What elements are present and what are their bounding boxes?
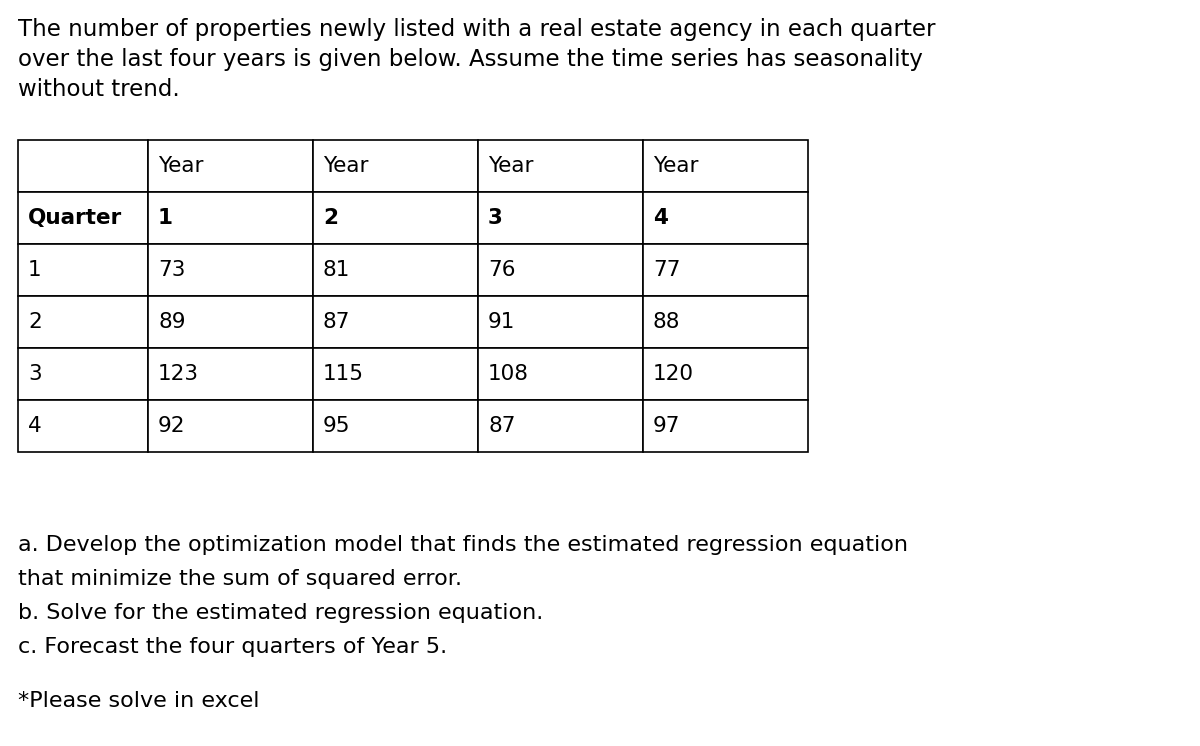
Text: *Please solve in excel: *Please solve in excel [18, 691, 259, 711]
Bar [148, 400, 313, 452]
Bar [148, 348, 313, 400]
Text: Year: Year [653, 156, 698, 176]
Bar [643, 296, 808, 348]
Text: 91: 91 [488, 312, 515, 332]
Bar [643, 348, 808, 400]
Text: Year: Year [158, 156, 204, 176]
Text: 88: 88 [653, 312, 680, 332]
Bar [313, 400, 478, 452]
Text: 81: 81 [323, 260, 350, 280]
Text: over the last four years is given below. Assume the time series has seasonality: over the last four years is given below.… [18, 48, 923, 71]
Bar [18, 244, 148, 296]
Bar [148, 244, 313, 296]
Text: a. Develop the optimization model that finds the estimated regression equation: a. Develop the optimization model that f… [18, 535, 908, 555]
Bar [148, 296, 313, 348]
Text: that minimize the sum of squared error.: that minimize the sum of squared error. [18, 569, 462, 589]
Bar [478, 140, 643, 192]
Bar [18, 400, 148, 452]
Text: Year: Year [488, 156, 534, 176]
Text: Year: Year [323, 156, 368, 176]
Text: 89: 89 [158, 312, 186, 332]
Text: b. Solve for the estimated regression equation.: b. Solve for the estimated regression eq… [18, 603, 544, 623]
Bar [313, 140, 478, 192]
Text: Quarter: Quarter [28, 208, 122, 228]
Text: 73: 73 [158, 260, 185, 280]
Bar [643, 140, 808, 192]
Text: 2: 2 [28, 312, 42, 332]
Text: 123: 123 [158, 364, 199, 384]
Text: 97: 97 [653, 416, 680, 436]
Bar [643, 192, 808, 244]
Text: 76: 76 [488, 260, 516, 280]
Bar [643, 400, 808, 452]
Bar [478, 348, 643, 400]
Text: 115: 115 [323, 364, 364, 384]
Text: without trend.: without trend. [18, 78, 180, 101]
Bar [18, 192, 148, 244]
Bar [478, 192, 643, 244]
Bar [478, 296, 643, 348]
Bar [643, 244, 808, 296]
Bar [478, 244, 643, 296]
Bar [313, 296, 478, 348]
Text: 4: 4 [28, 416, 42, 436]
Text: 3: 3 [488, 208, 503, 228]
Bar [148, 192, 313, 244]
Bar [313, 348, 478, 400]
Bar [313, 192, 478, 244]
Bar [148, 140, 313, 192]
Text: c. Forecast the four quarters of Year 5.: c. Forecast the four quarters of Year 5. [18, 637, 448, 657]
Text: 1: 1 [28, 260, 42, 280]
Bar [18, 140, 148, 192]
Text: 95: 95 [323, 416, 350, 436]
Text: 3: 3 [28, 364, 42, 384]
Text: 92: 92 [158, 416, 186, 436]
Text: 4: 4 [653, 208, 668, 228]
Text: 77: 77 [653, 260, 680, 280]
Bar [18, 296, 148, 348]
Text: 1: 1 [158, 208, 173, 228]
Bar [478, 400, 643, 452]
Text: 108: 108 [488, 364, 529, 384]
Text: 87: 87 [488, 416, 516, 436]
Bar [313, 244, 478, 296]
Text: 2: 2 [323, 208, 338, 228]
Text: 120: 120 [653, 364, 694, 384]
Bar [18, 348, 148, 400]
Text: 87: 87 [323, 312, 350, 332]
Text: The number of properties newly listed with a real estate agency in each quarter: The number of properties newly listed wi… [18, 18, 936, 41]
